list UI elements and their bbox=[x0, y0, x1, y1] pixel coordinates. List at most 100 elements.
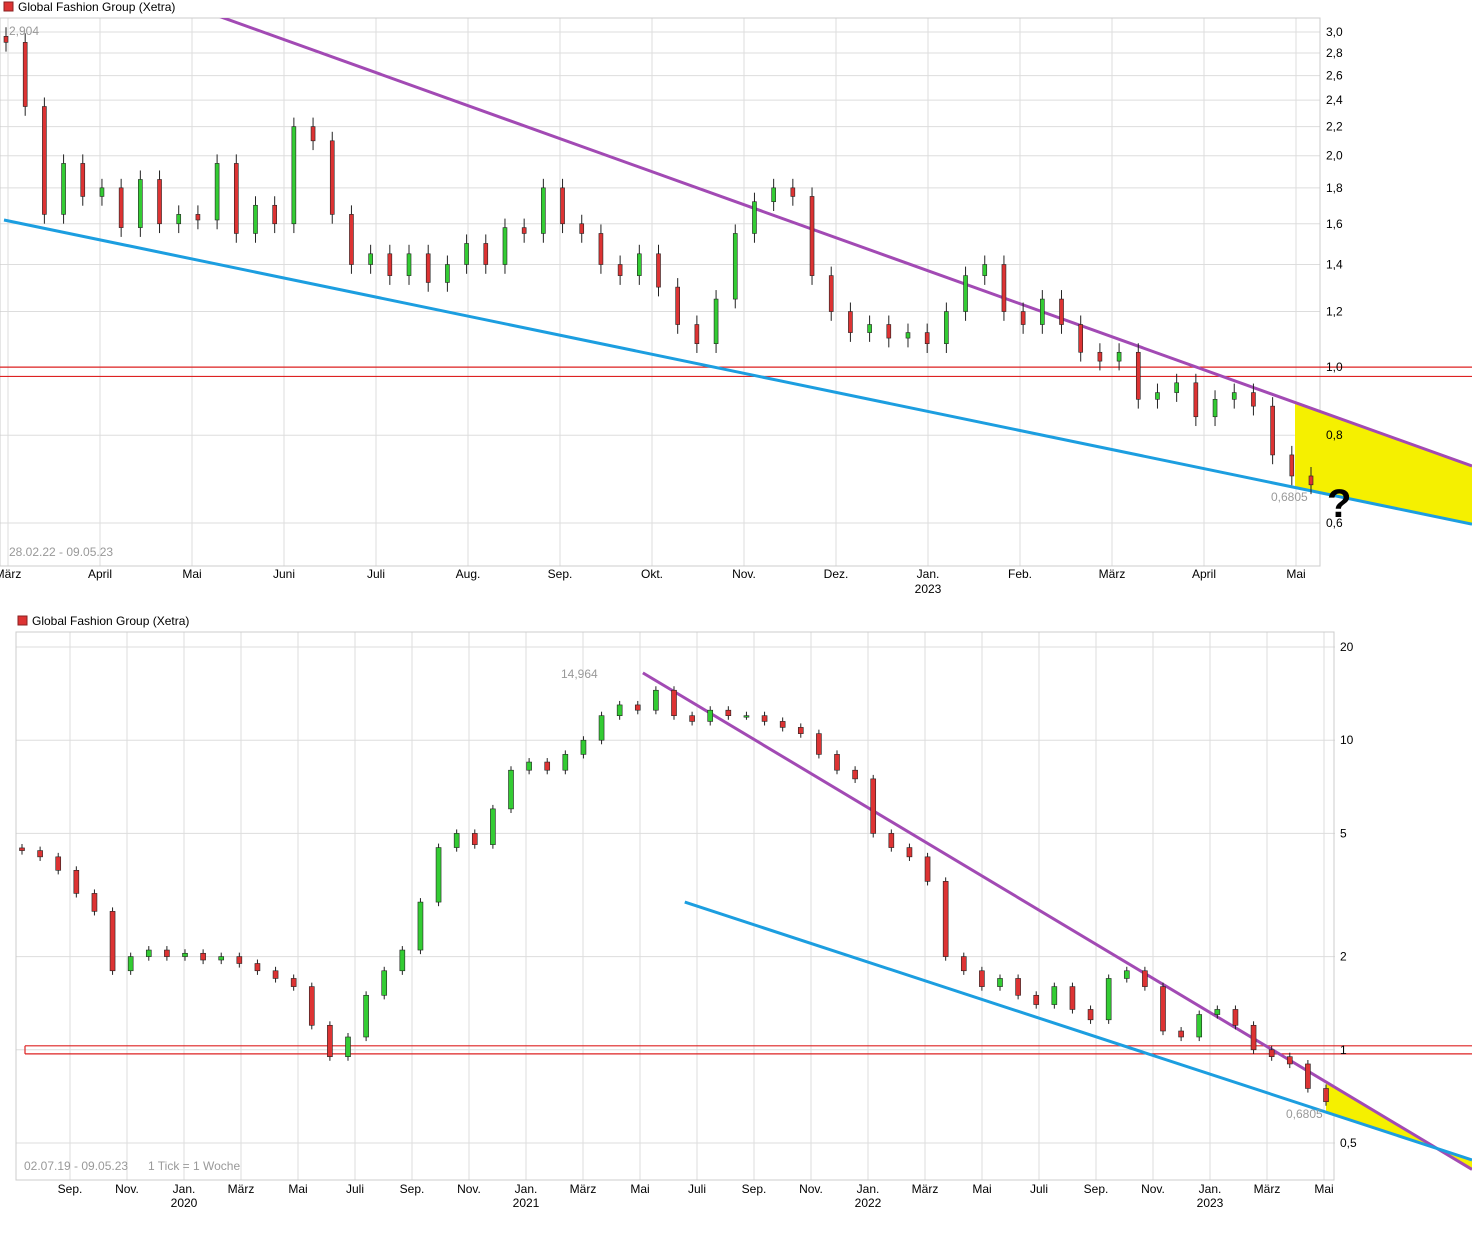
x-year-label: 2020 bbox=[171, 1196, 198, 1210]
candle bbox=[944, 302, 949, 353]
candle bbox=[1059, 290, 1064, 334]
chart-2-lower-trendline bbox=[684, 900, 1472, 1162]
candle-body bbox=[195, 214, 201, 221]
candle bbox=[617, 255, 623, 285]
candle-body bbox=[483, 243, 489, 265]
candle-body bbox=[689, 715, 695, 722]
candle bbox=[445, 255, 450, 292]
candle bbox=[381, 966, 388, 1000]
candle bbox=[417, 898, 424, 955]
candle-body bbox=[37, 850, 43, 858]
candle bbox=[761, 711, 768, 726]
candle-body bbox=[1270, 405, 1275, 456]
candle bbox=[1286, 1052, 1293, 1069]
x-tick-label: Mai bbox=[182, 567, 201, 581]
candle-body bbox=[562, 754, 569, 771]
candle-body bbox=[1097, 351, 1103, 362]
candle-body bbox=[1051, 986, 1058, 1005]
candle-body bbox=[1142, 970, 1148, 987]
candle bbox=[562, 750, 569, 775]
candle-body bbox=[1231, 392, 1237, 400]
candle-body bbox=[272, 970, 279, 979]
candle bbox=[1308, 466, 1314, 495]
x-tick-label: März bbox=[1099, 567, 1126, 581]
candle bbox=[541, 178, 546, 243]
candle-body bbox=[176, 214, 182, 225]
candle-body bbox=[979, 970, 985, 987]
candle-body bbox=[508, 769, 514, 810]
chart-2-grid bbox=[16, 632, 1335, 1180]
candle-body bbox=[809, 196, 815, 276]
candle bbox=[771, 178, 776, 212]
candle bbox=[743, 711, 750, 720]
candle bbox=[1323, 1084, 1329, 1106]
x-tick-label: Juli bbox=[346, 1182, 364, 1196]
chart-2-last-label: 0,6805 bbox=[1286, 1107, 1323, 1121]
candle bbox=[290, 974, 297, 991]
candle-body bbox=[634, 704, 641, 711]
candle-body bbox=[1160, 986, 1166, 1032]
candle bbox=[363, 991, 369, 1042]
candle bbox=[253, 196, 258, 243]
candle bbox=[483, 234, 489, 274]
candle-body bbox=[1078, 324, 1084, 353]
chart-1-plot-frame bbox=[0, 17, 1321, 567]
candle bbox=[790, 178, 796, 206]
candle-body bbox=[490, 808, 496, 845]
candle bbox=[694, 315, 700, 353]
x-tick-label: Aug. bbox=[456, 567, 481, 581]
candle-body bbox=[42, 106, 47, 215]
candle-body bbox=[1020, 311, 1026, 325]
chart-1-candles bbox=[3, 27, 1314, 495]
candle-body bbox=[653, 689, 659, 711]
candle-body bbox=[713, 298, 719, 344]
candle-body bbox=[425, 253, 431, 283]
candle-body bbox=[55, 856, 62, 871]
candle bbox=[327, 1021, 333, 1061]
y-tick-label: 1,0 bbox=[1326, 360, 1343, 374]
candle bbox=[1069, 982, 1076, 1014]
candle-body bbox=[91, 893, 98, 912]
candle bbox=[521, 218, 527, 243]
candle bbox=[73, 866, 80, 898]
candle bbox=[1123, 966, 1130, 983]
chart-1-x-axis: März April Mai Juni Juli Aug. Sep. Okt. Nov. Dez.… bbox=[0, 567, 1306, 596]
y-tick-label: 1,2 bbox=[1326, 305, 1343, 319]
candle bbox=[157, 170, 162, 234]
candle bbox=[80, 154, 86, 206]
candle-body bbox=[942, 881, 949, 957]
candle bbox=[707, 706, 714, 726]
candle-body bbox=[598, 233, 604, 265]
candle bbox=[888, 829, 895, 852]
candle-body bbox=[1196, 1014, 1203, 1038]
candle bbox=[233, 154, 239, 243]
x-tick-label: Nov. bbox=[732, 567, 756, 581]
candle bbox=[22, 33, 28, 116]
x-tick-label: Juli bbox=[1030, 1182, 1048, 1196]
candle-body bbox=[1251, 392, 1256, 407]
candle bbox=[195, 205, 201, 230]
candle-body bbox=[387, 253, 393, 276]
x-tick-label: Mai bbox=[630, 1182, 649, 1196]
y-tick-label: 5 bbox=[1340, 826, 1347, 840]
candle-body bbox=[417, 901, 424, 951]
candle-body bbox=[870, 778, 877, 834]
candle-body bbox=[1286, 1056, 1293, 1065]
chart-2-high-label: 14,964 bbox=[561, 667, 598, 681]
candle bbox=[1196, 1010, 1203, 1042]
candle bbox=[435, 843, 442, 907]
candle bbox=[502, 218, 508, 274]
chart-1-high-label: 2,904 bbox=[9, 24, 39, 38]
candle-body bbox=[310, 126, 316, 142]
candle-body bbox=[1174, 382, 1179, 393]
chart-2-plot-frame bbox=[15, 631, 1335, 1181]
candle bbox=[1097, 343, 1103, 371]
candle bbox=[3, 27, 9, 52]
candle bbox=[834, 750, 840, 775]
y-tick-label: 1,8 bbox=[1326, 181, 1343, 195]
candle-body bbox=[118, 187, 124, 228]
x-tick-label: März bbox=[228, 1182, 255, 1196]
candle-body bbox=[1305, 1063, 1311, 1089]
x-year-label: 2021 bbox=[513, 1196, 540, 1210]
candle-body bbox=[1015, 978, 1021, 996]
